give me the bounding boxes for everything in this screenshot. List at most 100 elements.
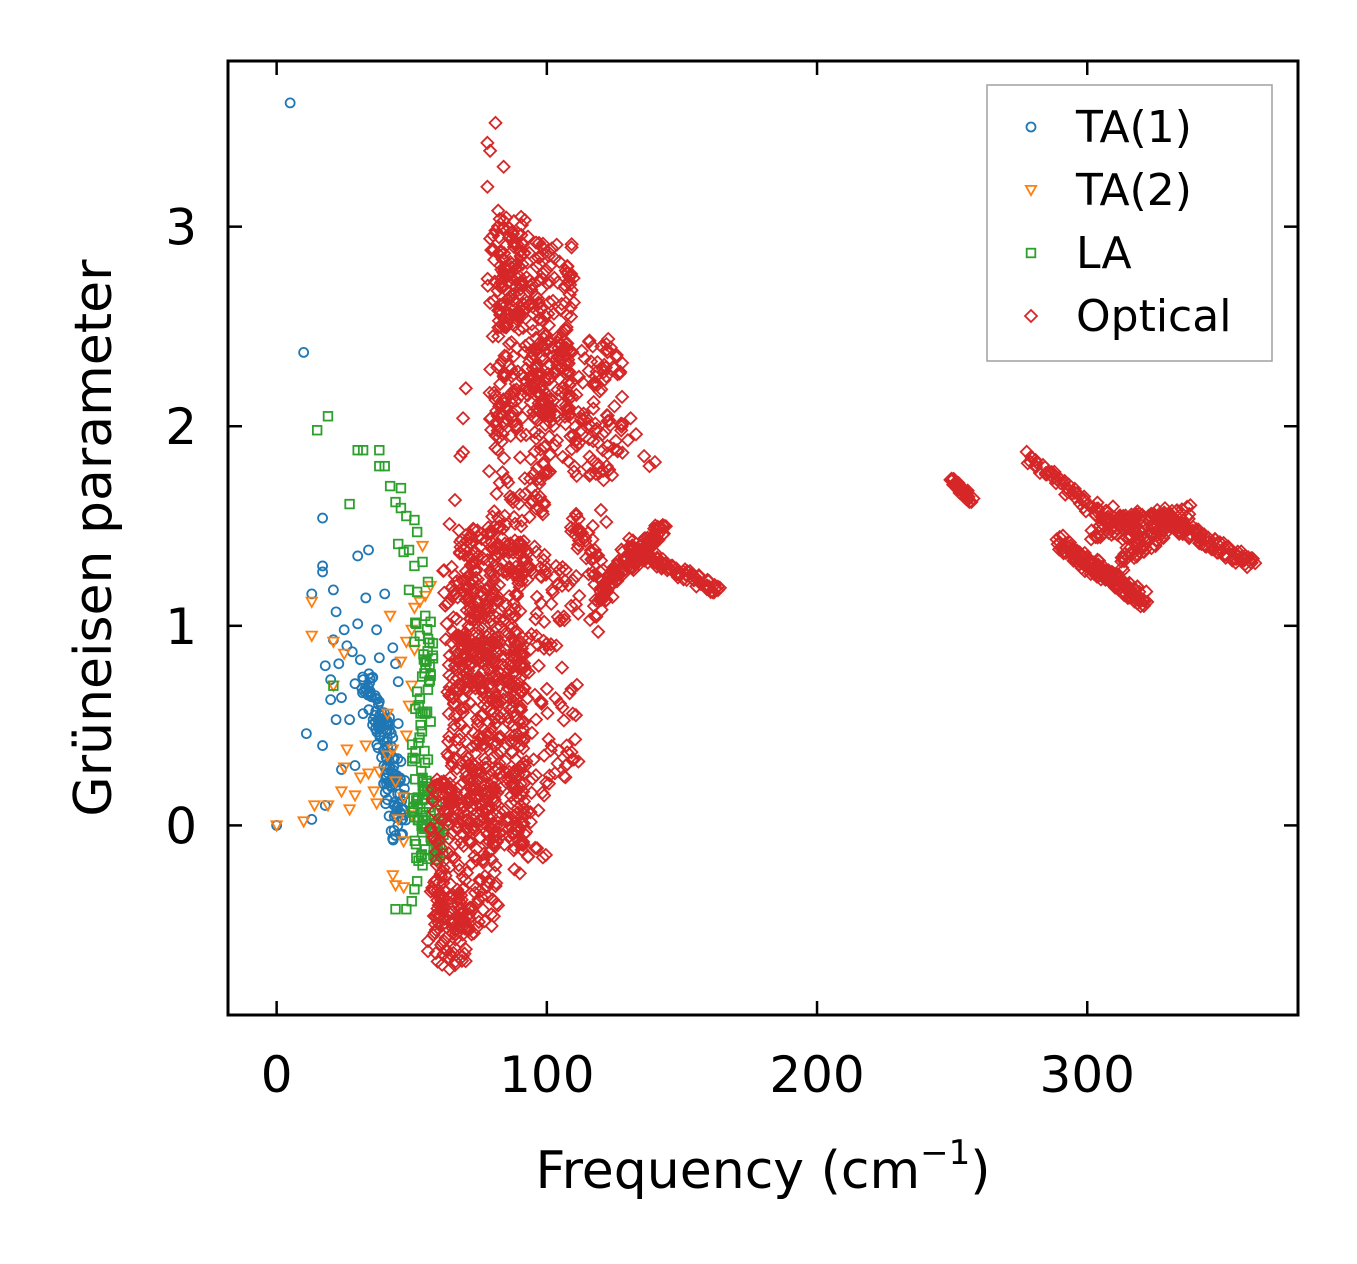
optical-point	[471, 872, 487, 888]
optical-point	[516, 552, 532, 568]
y-tick-label: 3	[165, 199, 197, 257]
ta-2--point	[386, 744, 400, 757]
la-point	[409, 636, 420, 647]
optical-point	[489, 668, 504, 683]
ta-2--point	[296, 816, 311, 829]
optical-point	[537, 559, 553, 574]
optical-point	[614, 389, 630, 405]
optical-point	[486, 553, 502, 568]
optical-point	[481, 520, 496, 535]
optical-point	[588, 369, 604, 385]
optical-point	[485, 241, 500, 257]
optical-point	[559, 340, 574, 356]
optical-point	[456, 838, 471, 854]
ta-2--point	[407, 644, 422, 657]
optical-point	[480, 179, 495, 195]
optical-point	[589, 421, 605, 437]
la-point	[395, 502, 407, 514]
optical-point	[450, 670, 465, 686]
optical-point	[480, 271, 495, 287]
optical-point	[511, 322, 527, 337]
optical-point	[502, 828, 517, 844]
la-point	[410, 703, 421, 715]
optical-point	[556, 609, 572, 624]
optical-point	[504, 617, 519, 633]
optical-point	[531, 402, 547, 417]
optical-point	[531, 336, 546, 352]
optical-point	[452, 682, 467, 698]
optical-point	[489, 403, 504, 419]
optical-point	[484, 809, 500, 825]
optical-point	[517, 471, 533, 486]
optical-point	[474, 890, 489, 905]
optical-point	[490, 761, 505, 776]
optical-point	[588, 375, 603, 390]
optical-point	[568, 707, 584, 723]
la-point	[407, 755, 418, 767]
optical-point	[585, 433, 601, 449]
optical-point	[1126, 587, 1141, 602]
optical-point	[516, 802, 531, 817]
optical-point	[502, 769, 517, 785]
optical-point	[420, 933, 436, 949]
optical-point	[538, 847, 554, 863]
optical-point	[508, 294, 523, 309]
optical-point	[507, 840, 522, 855]
optical-point	[496, 213, 511, 228]
ta-2--point	[388, 880, 403, 893]
optical-point	[512, 759, 527, 775]
optical-point	[516, 567, 531, 582]
optical-point	[558, 758, 574, 773]
ta-1--point	[392, 718, 404, 730]
optical-point	[528, 611, 543, 627]
optical-point	[456, 547, 472, 563]
la-point	[398, 546, 409, 558]
optical-point	[518, 824, 534, 840]
optical-point	[586, 401, 601, 416]
optical-point	[451, 523, 467, 538]
ta-2--point	[407, 602, 422, 615]
optical-point	[439, 919, 454, 935]
optical-point	[455, 637, 470, 653]
optical-point	[502, 673, 517, 689]
optical-point	[563, 598, 579, 614]
optical-point	[506, 366, 522, 382]
ta-1--point	[363, 682, 374, 694]
optical-point	[480, 694, 495, 709]
ta-2--point	[340, 744, 354, 757]
optical-point	[596, 364, 611, 380]
la-point	[416, 726, 428, 737]
optical-point	[500, 475, 516, 490]
optical-point	[470, 670, 485, 685]
optical-point	[449, 761, 465, 776]
ta-1--point	[327, 584, 339, 596]
optical-point	[507, 516, 523, 531]
optical-point	[562, 685, 577, 701]
optical-point	[458, 754, 474, 769]
optical-point	[507, 862, 522, 877]
optical-point	[563, 268, 579, 284]
optical-point	[568, 568, 584, 584]
optical-point	[450, 654, 465, 670]
optical-point	[515, 725, 530, 740]
optical-point	[463, 658, 478, 674]
ta-1--point	[325, 674, 337, 686]
legend-label-ta1: TA(1)	[1075, 102, 1192, 153]
optical-point	[536, 457, 551, 472]
optical-point	[586, 394, 601, 410]
optical-point	[486, 568, 501, 583]
optical-point	[489, 594, 505, 609]
optical-point	[596, 357, 612, 373]
la-point	[411, 526, 423, 538]
optical-point	[490, 898, 506, 913]
optical-point	[465, 812, 481, 828]
optical-point	[558, 263, 574, 278]
optical-point	[430, 954, 445, 969]
optical-point	[488, 115, 503, 131]
optical-point	[571, 588, 587, 604]
optical-point	[482, 563, 498, 579]
optical-point	[1055, 541, 1070, 556]
optical-point	[1156, 530, 1171, 546]
optical-point	[480, 889, 495, 904]
optical-point	[508, 393, 524, 409]
